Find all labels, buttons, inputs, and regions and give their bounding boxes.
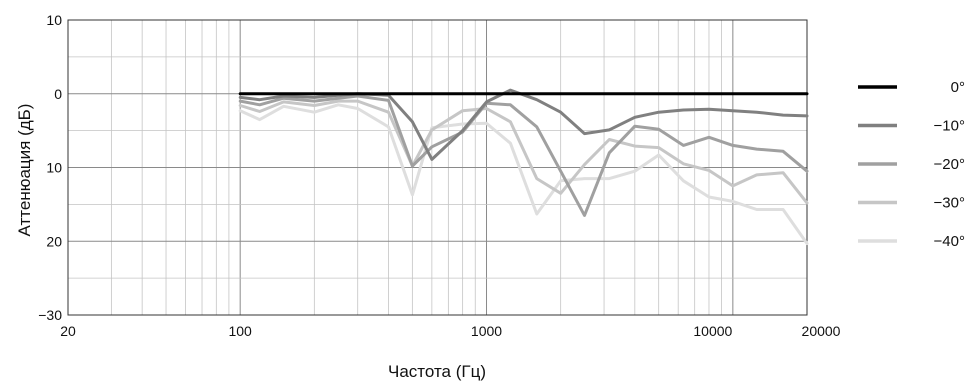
plot-area-border <box>67 19 808 316</box>
series-points <box>240 90 807 243</box>
x-tick-label: 10000 <box>693 323 732 339</box>
x-axis-title: Частота (Гц) <box>388 362 486 381</box>
legend-label: −10° <box>934 118 965 135</box>
x-axis-ticks: 20 100 1000 10000 20000 <box>60 323 840 339</box>
series-line <box>238 94 809 217</box>
series-line <box>238 99 809 205</box>
legend-label: −40° <box>934 233 965 250</box>
series-line <box>238 103 809 245</box>
x-tick-label: 100 <box>228 323 252 339</box>
y-tick-label: 10 <box>46 160 62 176</box>
y-axis-ticks: 10 0 10 20 −30 <box>38 12 62 323</box>
legend: 0° −10° −20° −30° −40° <box>858 79 965 250</box>
plot-frame <box>67 19 808 316</box>
chart-grid <box>68 20 807 315</box>
y-tick-label: 20 <box>46 233 62 249</box>
y-axis-title: Аттенюация (дБ) <box>15 104 34 237</box>
y-tick-label: 0 <box>54 86 62 102</box>
legend-label: 0° <box>951 79 965 96</box>
legend-label: −30° <box>934 195 965 212</box>
y-tick-label: 10 <box>46 12 62 28</box>
legend-label: −20° <box>934 156 965 173</box>
y-tick-label: −30 <box>38 307 62 323</box>
series-lines <box>238 88 809 245</box>
x-tick-label: 20 <box>60 323 76 339</box>
x-tick-label: 20000 <box>802 323 841 339</box>
x-tick-label: 1000 <box>471 323 502 339</box>
